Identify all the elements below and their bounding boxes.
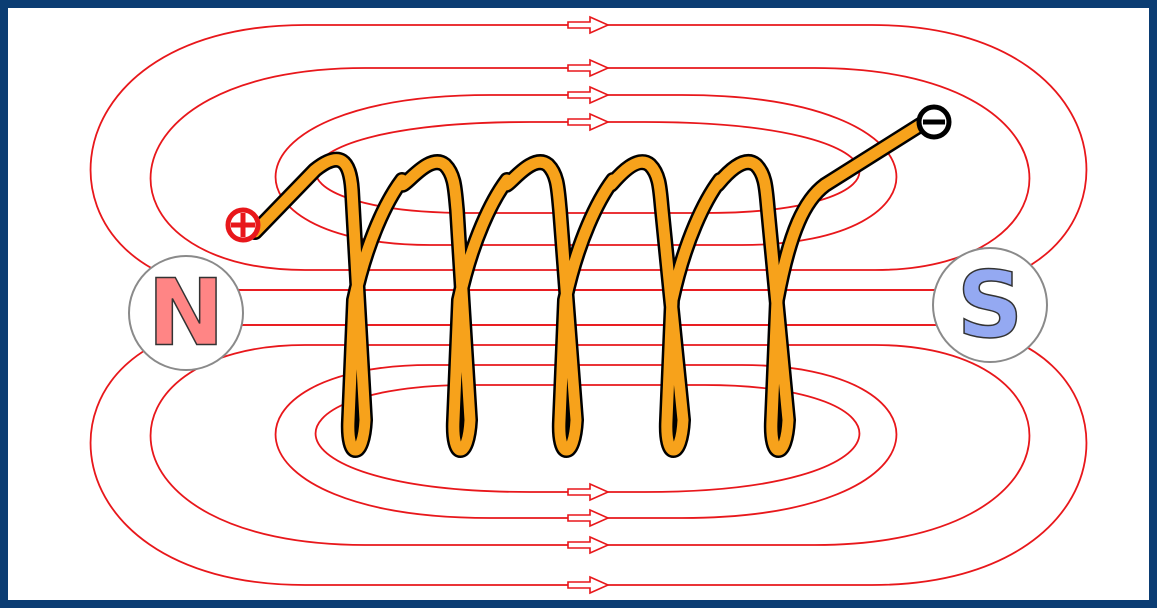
page: {"poles": {"north": "N", "south": "S"}} …	[0, 0, 1157, 608]
north-pole: N	[129, 256, 243, 370]
positive-terminal	[228, 210, 258, 240]
negative-terminal	[919, 107, 949, 137]
diagram: N S	[0, 0, 1157, 608]
pole-label: N	[148, 260, 225, 367]
pole-label: S	[957, 252, 1023, 359]
south-pole: S	[933, 248, 1047, 362]
